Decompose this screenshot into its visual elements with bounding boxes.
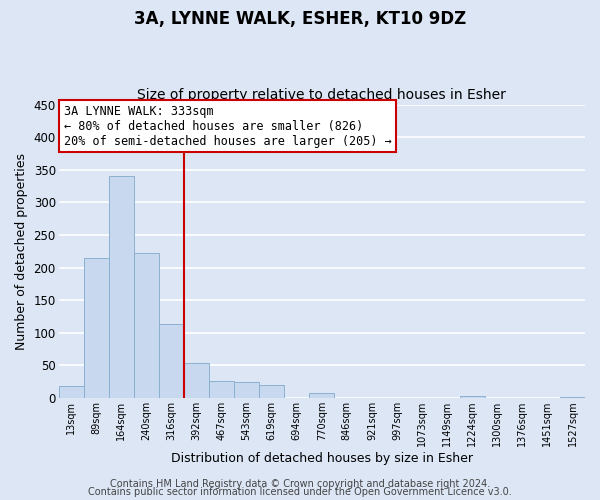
Bar <box>309 394 334 398</box>
Y-axis label: Number of detached properties: Number of detached properties <box>15 153 28 350</box>
X-axis label: Distribution of detached houses by size in Esher: Distribution of detached houses by size … <box>171 452 473 465</box>
Bar <box>59 386 83 398</box>
Bar <box>209 381 234 398</box>
Text: 3A LYNNE WALK: 333sqm
← 80% of detached houses are smaller (826)
20% of semi-det: 3A LYNNE WALK: 333sqm ← 80% of detached … <box>64 104 392 148</box>
Bar <box>109 176 134 398</box>
Bar <box>259 385 284 398</box>
Bar <box>134 254 159 398</box>
Text: Contains HM Land Registry data © Crown copyright and database right 2024.: Contains HM Land Registry data © Crown c… <box>110 479 490 489</box>
Bar <box>234 382 259 398</box>
Text: 3A, LYNNE WALK, ESHER, KT10 9DZ: 3A, LYNNE WALK, ESHER, KT10 9DZ <box>134 10 466 28</box>
Bar <box>83 258 109 398</box>
Bar <box>159 324 184 398</box>
Bar <box>184 364 209 398</box>
Title: Size of property relative to detached houses in Esher: Size of property relative to detached ho… <box>137 88 506 102</box>
Bar <box>560 396 585 398</box>
Bar <box>460 396 485 398</box>
Text: Contains public sector information licensed under the Open Government Licence v3: Contains public sector information licen… <box>88 487 512 497</box>
